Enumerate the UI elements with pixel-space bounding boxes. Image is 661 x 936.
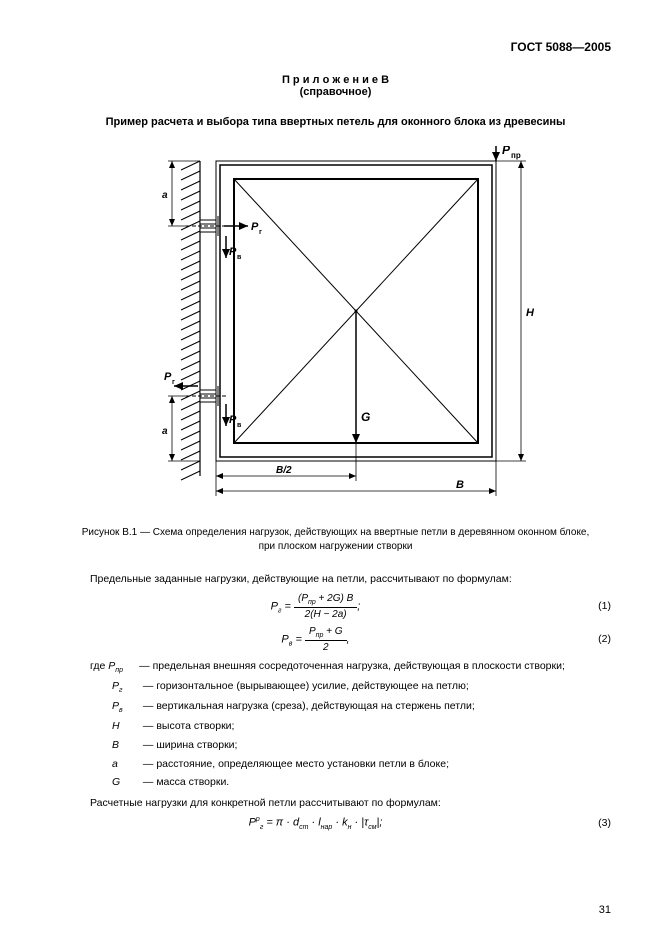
formula-3: Pрг = π · dст · lнар · kн · |τсм|; (3)	[60, 816, 611, 831]
svg-text:P: P	[164, 371, 172, 383]
svg-text:P: P	[251, 221, 259, 233]
page-title: Пример расчета и выбора типа ввертных пе…	[60, 116, 611, 128]
svg-text:H: H	[526, 307, 535, 319]
svg-text:a: a	[162, 426, 168, 437]
svg-text:г: г	[172, 379, 175, 386]
window-hinge-diagram: P пр G P г P в P г P в a	[126, 146, 546, 516]
formula-3-number: (3)	[571, 817, 611, 829]
page-number: 31	[599, 904, 611, 916]
intro-text: Предельные заданные нагрузки, действующи…	[90, 572, 611, 588]
svg-text:a: a	[162, 190, 168, 201]
svg-text:P: P	[229, 414, 237, 426]
svg-text:в: в	[237, 254, 242, 261]
formula-2: Pв = Pпр + G 2 , (2)	[60, 625, 611, 654]
svg-text:P: P	[502, 146, 511, 157]
caption-text: Схема определения нагрузок, действующих …	[153, 527, 590, 552]
svg-text:G: G	[361, 410, 370, 424]
definitions: где Pпр — предельная внешняя сосредоточе…	[90, 658, 611, 792]
svg-text:B/2: B/2	[276, 465, 292, 476]
calc-text: Расчетные нагрузки для конкретной петли …	[90, 796, 611, 812]
svg-text:г: г	[259, 229, 262, 236]
standard-code: ГОСТ 5088—2005	[60, 40, 611, 54]
formula-2-number: (2)	[571, 633, 611, 645]
svg-text:P: P	[229, 246, 237, 258]
formula-1: Pг = (Pпр + 2G) B 2(H − 2a) ; (1)	[60, 592, 611, 621]
svg-text:B: B	[456, 479, 464, 491]
reference-label: (справочное)	[60, 86, 611, 98]
caption-prefix: Рисунок В.1 —	[82, 527, 153, 538]
appendix-label: П р и л о ж е н и е В	[60, 74, 611, 86]
svg-text:пр: пр	[511, 151, 521, 160]
svg-text:в: в	[237, 422, 242, 429]
formula-1-number: (1)	[571, 600, 611, 612]
figure-caption: Рисунок В.1 — Схема определения нагрузок…	[80, 526, 591, 554]
